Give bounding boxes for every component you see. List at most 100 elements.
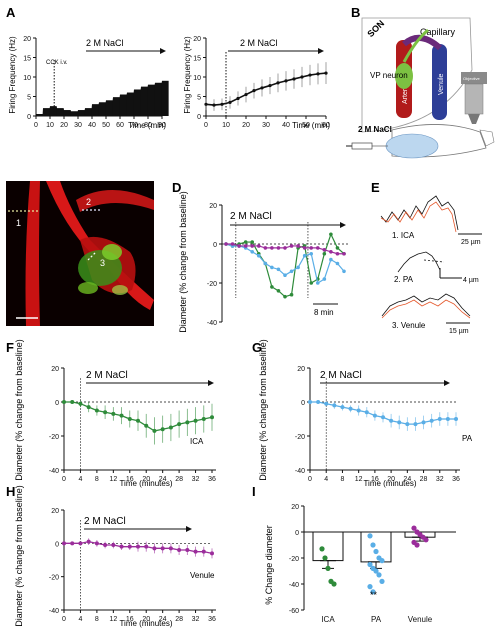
g-xtick-label: 32: [436, 476, 444, 483]
a2-point: [300, 75, 304, 79]
g-point: [429, 418, 434, 423]
a2-point: [308, 73, 312, 77]
f-ylabel: Diameter (% change from baseline): [14, 339, 24, 481]
d-point-1: [289, 269, 294, 274]
arteriole-label: Arteriole: [402, 78, 409, 104]
panel-label-d: D: [172, 180, 181, 195]
g-point: [405, 422, 410, 427]
a1-bar: [64, 110, 71, 116]
g-xlabel: Time (minutes): [363, 479, 416, 488]
g-ytick-label: 20: [297, 366, 305, 373]
g-plot-area: 200-20-400 4 8 12 16 20 24 28 32 36: [295, 366, 460, 483]
f-ytick-label: 20: [51, 366, 59, 373]
a1-xtick-label: 50: [102, 122, 110, 129]
h-point: [185, 548, 190, 552]
panel-label-g: G: [252, 340, 262, 355]
i-sig-label: **: [370, 590, 378, 600]
g-point: [421, 420, 426, 425]
e-trace-ica-red: [380, 201, 457, 233]
f-point: [111, 411, 116, 416]
g-stim-label: 2 M NaCl: [320, 370, 362, 381]
a2-point: [324, 71, 328, 75]
h-series-label: Venule: [190, 571, 215, 580]
g-point: [324, 401, 329, 406]
h-point: [152, 546, 157, 551]
chart-a-left: 0 5 10 15 20 0 10 20 30 40 50 60 70 80 90 Firing Frequ…: [8, 36, 169, 130]
h-xtick-label: 20: [142, 616, 150, 623]
i-point: [376, 572, 382, 578]
vp-neuron-label: VP neuron: [370, 71, 408, 80]
h-point: [177, 548, 182, 552]
i-category-label: PA: [371, 615, 382, 624]
h-point: [70, 541, 75, 546]
g-point: [332, 403, 337, 408]
a1-bar: [92, 104, 99, 116]
d-point-1: [309, 251, 314, 256]
a2-xtick-label: 50: [302, 122, 310, 129]
i-point: [373, 568, 379, 574]
d-point-0: [335, 246, 340, 250]
f-plot-area: 200-20-400 4 8 12 16 20 24 28 32 36: [49, 366, 216, 483]
d-point-0: [309, 281, 314, 285]
a2-ylabel: Firing Frequency (Hz): [183, 36, 192, 114]
a1-xtick-label: 10: [46, 122, 54, 129]
f-ytick-label: -40: [49, 468, 59, 475]
f-point: [201, 417, 206, 421]
h-xtick-label: 8: [95, 616, 99, 623]
a2-ytick-label: 15: [193, 56, 201, 63]
g-xtick-label: 8: [340, 476, 344, 483]
d-point-2: [276, 246, 281, 250]
a1-xlabel: Time (min): [128, 121, 166, 130]
d-point-2: [243, 244, 248, 248]
d-point-1: [296, 265, 300, 270]
a1-plot-area: 0 5 10 15 20 0 10 20 30 40 50 60 70 80 90: [23, 36, 169, 129]
d-point-0: [283, 294, 287, 299]
g-ytick-label: -20: [295, 434, 305, 441]
syringe-icon: [346, 142, 388, 150]
a1-bar: [113, 97, 120, 116]
roi-label-3: 3: [100, 258, 105, 268]
d-point-0: [289, 292, 294, 297]
roi-label-2: 2: [86, 197, 91, 207]
a1-ylabel: Firing Frequency (Hz): [8, 36, 17, 114]
f-point: [152, 428, 157, 433]
a1-ytick-label: 20: [23, 36, 31, 43]
a1-xtick-label: 90: [158, 122, 166, 129]
vp-neuron-process: [402, 28, 429, 63]
d-point-2: [315, 246, 320, 250]
h-plot-area: 200-20-400 4 8 12 16 20 24 28 32 36: [49, 508, 216, 623]
h-point: [160, 546, 165, 551]
d-point-2: [256, 244, 261, 248]
i-point: [367, 533, 373, 539]
f-xlabel: Time (minutes): [119, 479, 172, 488]
f-ytick-label: 0: [55, 400, 59, 407]
d-point-2: [296, 244, 300, 248]
a1-bar: [162, 80, 169, 116]
i-plot-area: 20 0 -20 -40 -60 ICA PA Venule: [289, 504, 456, 624]
h-xtick-label: 0: [62, 616, 66, 623]
f-point: [136, 418, 140, 423]
h-ytick-label: 0: [55, 541, 59, 548]
h-point: [94, 541, 99, 546]
a1-bar: [85, 108, 92, 116]
g-point: [389, 418, 394, 423]
h-xtick-label: 24: [159, 616, 167, 623]
g-xtick-label: 20: [387, 476, 395, 483]
i-category-label: ICA: [321, 615, 335, 624]
d-point-0: [250, 240, 255, 244]
i-bar-ICA: [312, 531, 344, 562]
g-xtick-label: 16: [371, 476, 379, 483]
i-point: [379, 578, 385, 585]
f-point: [193, 418, 198, 423]
panel-label-f: F: [6, 340, 14, 355]
panel-e-traces: 1. ICA 25 µm 2. PA 4 µm 3. Venule 15 µm: [380, 195, 482, 335]
a2-xtick-label: 40: [282, 122, 290, 129]
panel-label-e: E: [371, 180, 380, 195]
a1-xtick-label: 70: [130, 122, 138, 129]
f-xtick-label: 0: [62, 476, 66, 483]
i-point: [322, 555, 328, 561]
g-point: [356, 408, 361, 413]
g-ylabel: Diameter (% change from baseline): [258, 339, 268, 481]
a1-bar: [78, 110, 85, 116]
i-bar-PA: [360, 531, 392, 563]
